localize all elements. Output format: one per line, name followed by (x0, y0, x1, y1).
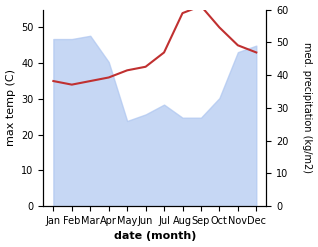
X-axis label: date (month): date (month) (114, 231, 196, 242)
Y-axis label: max temp (C): max temp (C) (5, 69, 16, 146)
Y-axis label: med. precipitation (kg/m2): med. precipitation (kg/m2) (302, 42, 313, 173)
